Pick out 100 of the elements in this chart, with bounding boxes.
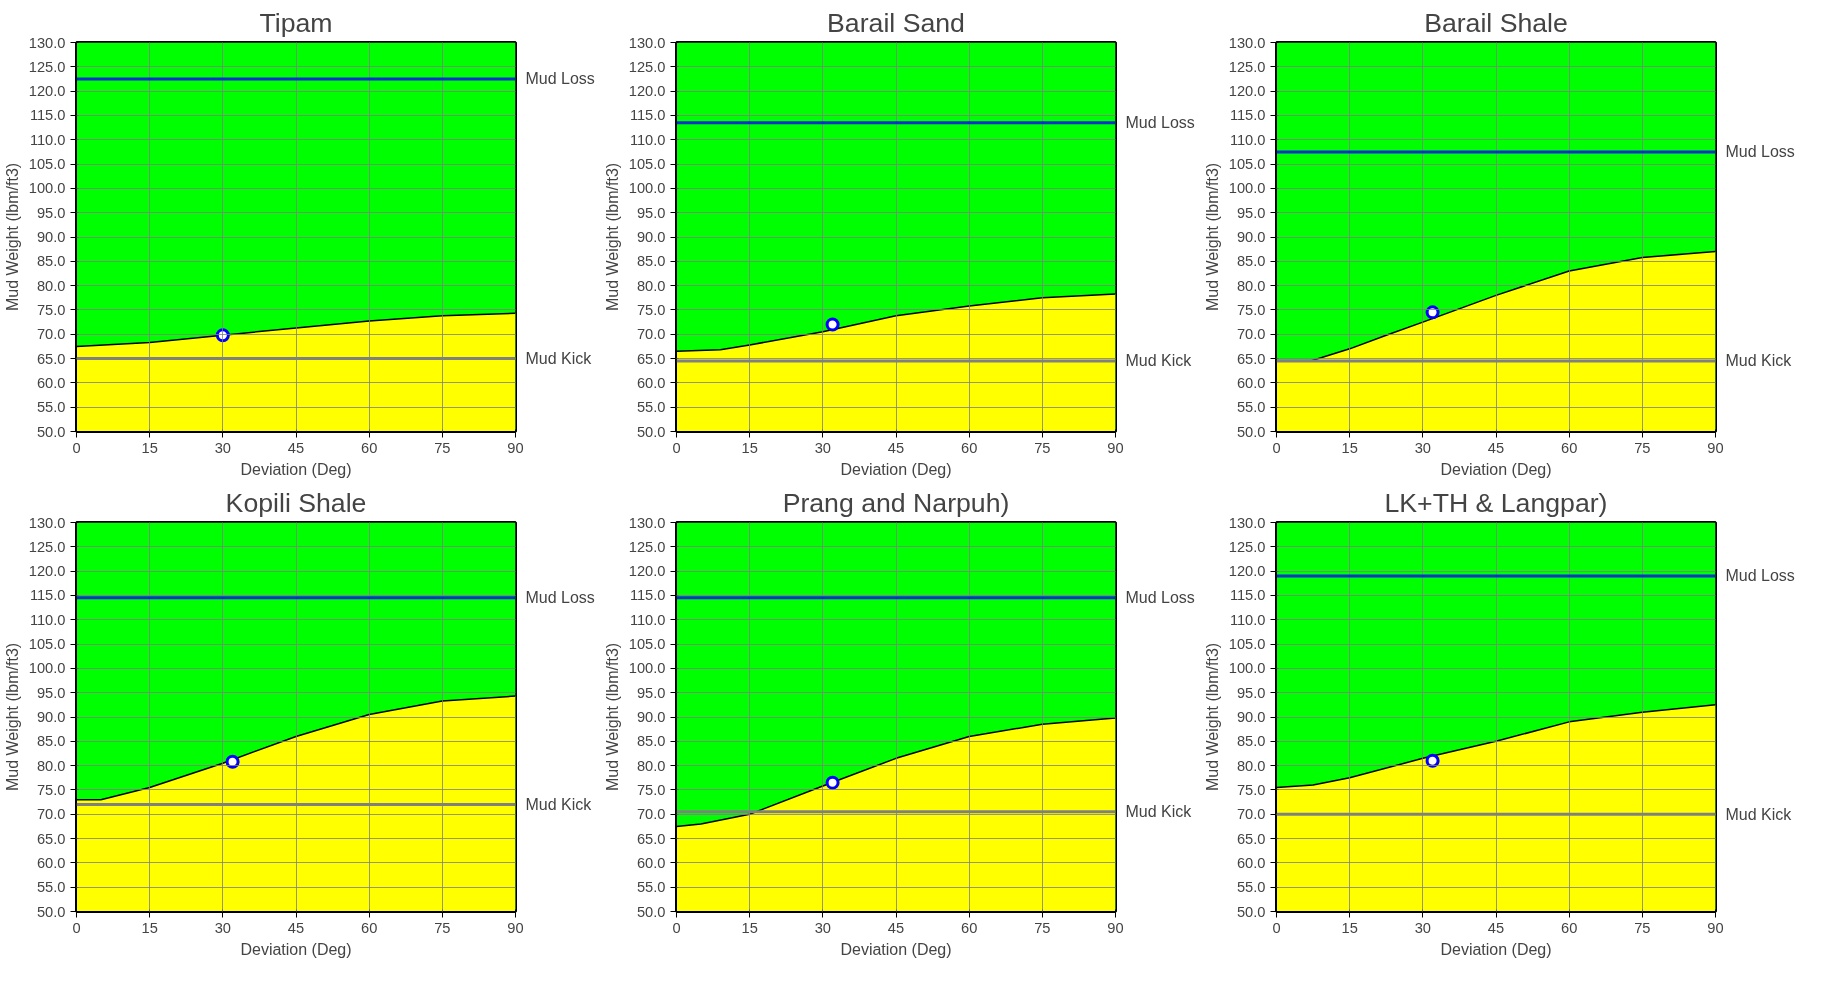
y-tick-label: 115.0 xyxy=(629,587,666,604)
x-tick-label: 60 xyxy=(361,919,378,936)
y-axis-title: Mud Weight (lbm/ft3) xyxy=(603,162,621,312)
y-tick-label: 100.0 xyxy=(28,180,66,197)
x-tick-label: 0 xyxy=(672,919,681,936)
x-tick-label: 45 xyxy=(1487,439,1505,456)
y-tick-label: 105.0 xyxy=(28,636,66,653)
x-tick-label: 90 xyxy=(1707,919,1724,936)
x-tick-label: 0 xyxy=(1272,439,1281,456)
y-tick-label: 100.0 xyxy=(628,180,666,197)
x-tick-label: 75 xyxy=(1634,439,1651,456)
x-tick-label: 60 xyxy=(961,919,978,936)
y-tick-label: 85.0 xyxy=(36,253,66,270)
x-tick-label: 15 xyxy=(141,439,158,456)
y-tick-label: 95.0 xyxy=(636,204,666,221)
chart-title: Tipam xyxy=(259,7,333,38)
y-tick-label: 85.0 xyxy=(1236,733,1266,750)
y-tick-label: 115.0 xyxy=(1229,587,1266,604)
y-tick-label: 110.0 xyxy=(29,611,66,628)
x-tick-label: 60 xyxy=(961,439,978,456)
y-tick-label: 130.0 xyxy=(1228,514,1266,531)
ref-line-label: Mud Loss xyxy=(525,589,595,607)
y-tick-label: 100.0 xyxy=(628,660,666,677)
y-tick-label: 75.0 xyxy=(1236,301,1266,318)
y-tick-label: 85.0 xyxy=(636,253,666,270)
y-tick-label: 70.0 xyxy=(636,326,666,343)
ref-line-label: Mud Loss xyxy=(525,70,595,88)
y-tick-label: 130.0 xyxy=(28,514,66,531)
x-tick-label: 30 xyxy=(1414,919,1431,936)
y-tick-label: 130.0 xyxy=(628,34,666,51)
y-axis-title: Mud Weight (lbm/ft3) xyxy=(1203,642,1221,792)
x-tick-label: 75 xyxy=(434,439,451,456)
ref-line-label: Mud Kick xyxy=(525,350,593,368)
y-tick-label: 120.0 xyxy=(1228,563,1266,580)
x-tick-label: 75 xyxy=(434,919,451,936)
y-tick-label: 130.0 xyxy=(1228,34,1266,51)
x-tick-label: 45 xyxy=(887,439,905,456)
x-tick-label: 90 xyxy=(1707,439,1724,456)
y-tick-label: 55.0 xyxy=(636,399,666,416)
y-axis-title: Mud Weight (lbm/ft3) xyxy=(3,642,21,792)
y-tick-label: 70.0 xyxy=(36,326,66,343)
y-tick-label: 50.0 xyxy=(636,903,666,920)
y-tick-label: 120.0 xyxy=(628,83,666,100)
y-tick-label: 105.0 xyxy=(628,636,666,653)
y-tick-label: 110.0 xyxy=(629,611,666,628)
x-tick-label: 60 xyxy=(1561,439,1578,456)
y-tick-label: 65.0 xyxy=(636,830,666,847)
y-axis-title: Mud Weight (lbm/ft3) xyxy=(3,162,21,312)
y-tick-label: 110.0 xyxy=(29,131,66,148)
ref-line-label: Mud Kick xyxy=(1725,352,1793,370)
y-tick-label: 50.0 xyxy=(36,903,66,920)
y-tick-label: 90.0 xyxy=(1236,709,1266,725)
y-tick-label: 125.0 xyxy=(1228,538,1266,555)
y-tick-label: 70.0 xyxy=(1236,806,1266,823)
y-tick-label: 105.0 xyxy=(28,156,66,173)
x-axis-title: Deviation (Deg) xyxy=(240,460,352,478)
y-tick-label: 90.0 xyxy=(636,229,666,245)
y-tick-label: 95.0 xyxy=(636,684,666,701)
x-tick-label: 45 xyxy=(287,439,305,456)
y-tick-label: 100.0 xyxy=(1228,180,1266,197)
y-axis-title: Mud Weight (lbm/ft3) xyxy=(1203,162,1221,312)
y-tick-label: 55.0 xyxy=(36,399,66,416)
y-tick-label: 65.0 xyxy=(1236,830,1266,847)
y-tick-label: 115.0 xyxy=(29,587,66,604)
x-axis-title: Deviation (Deg) xyxy=(1440,940,1552,958)
y-tick-label: 110.0 xyxy=(629,131,666,148)
x-tick-label: 15 xyxy=(741,439,758,456)
y-tick-label: 60.0 xyxy=(636,374,666,391)
x-tick-label: 45 xyxy=(887,919,905,936)
ref-line-label: Mud Kick xyxy=(525,796,593,814)
y-tick-label: 70.0 xyxy=(1236,326,1266,343)
y-tick-label: 50.0 xyxy=(636,423,666,440)
y-tick-label: 95.0 xyxy=(1236,204,1266,221)
chart-title: Barail Sand xyxy=(827,7,965,38)
y-tick-label: 120.0 xyxy=(628,563,666,580)
x-tick-label: 15 xyxy=(741,919,758,936)
y-tick-label: 130.0 xyxy=(628,514,666,531)
x-tick-label: 60 xyxy=(361,439,378,456)
y-tick-label: 50.0 xyxy=(1236,423,1266,440)
y-tick-label: 55.0 xyxy=(36,879,66,896)
y-tick-label: 75.0 xyxy=(36,301,66,318)
y-tick-label: 130.0 xyxy=(28,34,66,51)
y-tick-label: 75.0 xyxy=(36,781,66,798)
chart-title: Kopili Shale xyxy=(225,487,367,518)
y-tick-label: 95.0 xyxy=(1236,684,1266,701)
y-tick-label: 50.0 xyxy=(36,423,66,440)
y-tick-label: 105.0 xyxy=(1228,636,1266,653)
y-tick-label: 80.0 xyxy=(636,757,666,774)
x-tick-label: 90 xyxy=(1107,439,1124,456)
y-axis-title: Mud Weight (lbm/ft3) xyxy=(603,642,621,792)
x-tick-label: 15 xyxy=(1341,439,1358,456)
ref-line-label: Mud Kick xyxy=(1125,352,1193,370)
y-tick-label: 70.0 xyxy=(36,806,66,823)
y-tick-label: 60.0 xyxy=(1236,374,1266,391)
y-tick-label: 75.0 xyxy=(1236,781,1266,798)
y-tick-label: 90.0 xyxy=(36,709,66,725)
y-tick-label: 70.0 xyxy=(636,806,666,823)
x-tick-label: 0 xyxy=(72,439,81,456)
chart-title: LK+TH & Langpar) xyxy=(1384,487,1608,518)
x-tick-label: 0 xyxy=(72,919,81,936)
